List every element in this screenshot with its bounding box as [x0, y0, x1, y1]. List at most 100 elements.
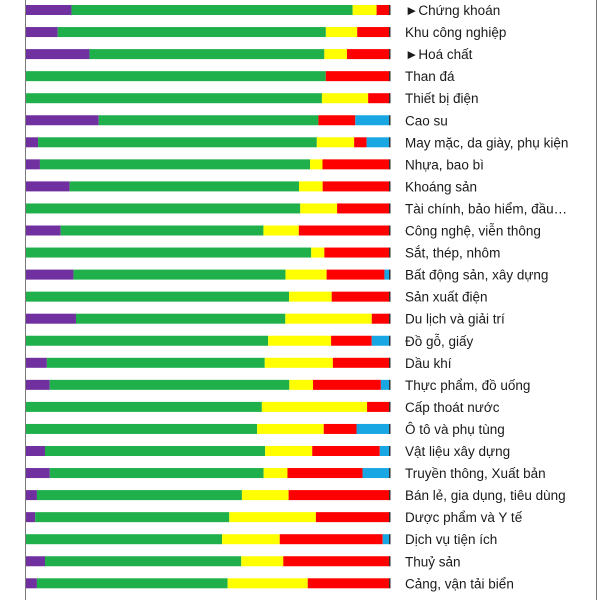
bar-segment-blue	[384, 269, 390, 280]
bar-end-cap	[389, 578, 391, 589]
bar-end-cap	[389, 556, 391, 567]
bar-segment-red	[322, 159, 390, 170]
category-label: Vật liệu xây dựng	[405, 444, 510, 459]
bar-segment-yellow	[352, 5, 377, 15]
bar-segment-red	[313, 379, 381, 390]
bar-segment-green	[26, 203, 301, 214]
bar-segment-purple	[26, 27, 58, 38]
category-label: Sản xuất điện	[405, 290, 488, 305]
bar-end-cap	[389, 446, 391, 456]
bar-end-cap	[389, 225, 391, 236]
bar-end-cap	[389, 159, 391, 170]
bar-end-cap	[389, 335, 391, 346]
bar-segment-green	[46, 357, 265, 368]
bar-end-cap	[389, 5, 391, 15]
bar-segment-red	[312, 446, 380, 456]
category-label: Đồ gỗ, giấy	[405, 334, 474, 349]
bar-segment-green	[38, 137, 317, 148]
bar-segment-green	[26, 423, 258, 434]
bar-end-cap	[389, 93, 391, 104]
bar-segment-purple	[26, 269, 74, 280]
bar-segment-blue	[366, 137, 390, 148]
category-label: Dầu khí	[405, 356, 452, 371]
bar-segment-red	[298, 225, 390, 236]
bar-segment-red	[324, 247, 390, 258]
bar-end-cap	[389, 423, 391, 434]
bar-segment-green	[45, 556, 242, 567]
bar-segment-blue	[371, 335, 390, 346]
bar-end-cap	[389, 401, 391, 412]
bar-segment-red	[315, 512, 390, 523]
bar-segment-yellow	[229, 512, 316, 523]
category-label: Du lịch và giải trí	[405, 312, 505, 327]
bar-segment-yellow	[299, 181, 323, 192]
category-labels-group: ►Chứng khoán Khu công nghiệp ►Hoá chất Than…	[405, 3, 568, 591]
bar-segment-red	[367, 401, 390, 412]
bar-segment-green	[36, 490, 242, 501]
bar-segment-blue	[356, 423, 390, 434]
bar-segment-purple	[26, 5, 72, 15]
category-label: Than đá	[405, 69, 455, 84]
bar-segment-purple	[26, 556, 45, 567]
category-label: Bất động sản, xây dựng	[405, 268, 548, 283]
bar-segment-yellow	[325, 27, 358, 38]
bar-segment-red	[331, 291, 390, 302]
bar-segment-yellow	[241, 556, 284, 567]
bar-end-cap	[389, 534, 391, 545]
category-label: Truyền thông, Xuất bản	[405, 466, 546, 481]
category-label: Thiết bị điện	[405, 91, 479, 106]
bar-segment-purple	[26, 512, 36, 523]
bar-segment-red	[337, 203, 390, 214]
category-label: Khoáng sản	[405, 179, 477, 194]
category-label: ►Chứng khoán	[405, 3, 500, 18]
bar-segment-red	[323, 423, 357, 434]
category-label: Dịch vụ tiện ích	[405, 532, 497, 547]
bars-group	[26, 5, 391, 589]
bar-segment-green	[75, 313, 286, 324]
bar-end-cap	[389, 203, 391, 214]
bar-segment-green	[89, 49, 325, 60]
bar-end-cap	[389, 269, 391, 280]
bar-segment-yellow	[257, 423, 324, 434]
bar-segment-blue	[355, 115, 390, 126]
category-label: ►Hoá chất	[405, 47, 473, 62]
bar-segment-green	[73, 269, 286, 280]
category-label: Công nghệ, viễn thông	[405, 224, 541, 239]
bar-segment-yellow	[316, 137, 355, 148]
bar-segment-green	[49, 468, 264, 479]
bar-segment-green	[49, 379, 290, 390]
bar-end-cap	[389, 137, 391, 148]
bar-end-cap	[389, 512, 391, 523]
category-label: Cảng, vận tải biển	[405, 576, 514, 591]
bar-segment-purple	[26, 446, 45, 456]
bar-segment-red	[288, 490, 390, 501]
bar-segment-red	[287, 468, 363, 479]
bar-segment-red	[357, 27, 390, 38]
bar-segment-green	[26, 534, 223, 545]
bar-segment-red	[322, 181, 390, 192]
bar-segment-red	[307, 578, 390, 589]
bar-segment-yellow	[222, 534, 280, 545]
category-label: Khu công nghiệp	[405, 25, 506, 40]
bar-segment-purple	[26, 357, 47, 368]
bar-end-cap	[389, 181, 391, 192]
bar-segment-green	[36, 578, 228, 589]
bar-segment-yellow	[321, 93, 369, 104]
bar-segment-purple	[26, 379, 50, 390]
category-label: Nhựa, bao bì	[405, 157, 484, 172]
category-label: Cao su	[405, 113, 448, 128]
bar-segment-blue	[362, 468, 390, 479]
category-label: May mặc, da giày, phụ kiện	[405, 135, 568, 150]
bar-segment-green	[26, 291, 290, 302]
bar-segment-green	[69, 181, 300, 192]
bar-segment-green	[60, 225, 264, 236]
bar-segment-green	[57, 27, 326, 38]
category-label: Sắt, thép, nhôm	[405, 246, 500, 261]
bar-segment-purple	[26, 159, 40, 170]
category-label: Dược phẩm và Y tế	[405, 510, 523, 525]
bar-segment-yellow	[241, 490, 289, 501]
bar-end-cap	[389, 291, 391, 302]
bar-segment-green	[26, 247, 312, 258]
bar-segment-yellow	[265, 446, 313, 456]
bar-segment-yellow	[289, 291, 332, 302]
